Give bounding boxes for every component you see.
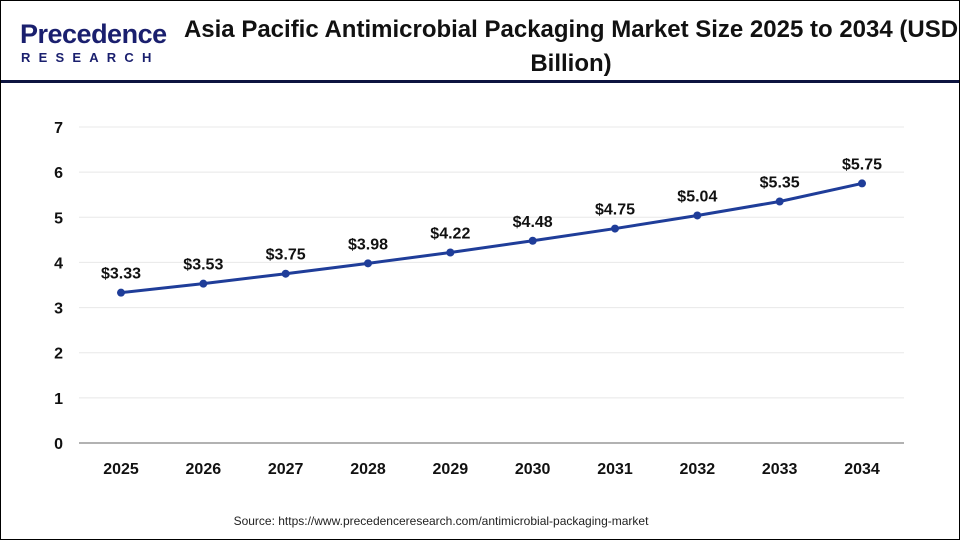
data-label: $5.04 (677, 188, 717, 205)
logo-text: Precedence (20, 19, 167, 49)
y-tick-label: 7 (54, 120, 63, 137)
data-point (693, 211, 702, 220)
y-tick-label: 6 (54, 165, 63, 182)
y-tick-label: 1 (54, 391, 63, 408)
x-tick-label: 2029 (433, 461, 469, 478)
data-label: $4.48 (513, 214, 553, 231)
data-point (117, 288, 125, 297)
data-point (446, 248, 455, 257)
data-point (611, 224, 619, 233)
source-note: Source: https://www.precedenceresearch.c… (233, 514, 649, 528)
x-tick-label: 2027 (268, 461, 304, 478)
x-tick-label: 2031 (597, 461, 633, 478)
logo-subtext: RESEARCH (21, 50, 160, 65)
header-divider (1, 80, 959, 83)
y-tick-label: 2 (54, 346, 63, 363)
data-label: $4.75 (595, 202, 635, 219)
data-label: $4.22 (430, 225, 470, 242)
x-tick-label: 2026 (186, 461, 222, 478)
chart-title: Asia Pacific Antimicrobial Packaging Mar… (183, 16, 959, 77)
data-label: $3.53 (183, 257, 223, 274)
data-point (775, 197, 784, 206)
x-tick-label: 2034 (844, 461, 880, 478)
x-tick-label: 2028 (350, 461, 386, 478)
data-point (199, 279, 208, 288)
y-tick-label: 5 (54, 210, 63, 227)
y-tick-label: 3 (54, 301, 63, 318)
data-point (858, 179, 866, 188)
x-tick-label: 2025 (103, 461, 139, 478)
data-label: $3.75 (266, 247, 306, 264)
data-point (364, 259, 372, 268)
series-line (120, 181, 863, 295)
precedence-research-logo: Precedence RESEARCH (17, 19, 167, 65)
data-point (281, 269, 290, 278)
x-tick-label: 2030 (515, 461, 551, 478)
data-label: $5.75 (842, 156, 882, 173)
data-point (528, 236, 537, 245)
data-label: $3.33 (101, 266, 141, 283)
data-label: $5.35 (760, 174, 800, 191)
x-tick-label: 2032 (680, 461, 716, 478)
y-tick-label: 4 (54, 255, 63, 272)
x-tick-label: 2033 (762, 461, 798, 478)
data-label: $3.98 (348, 236, 388, 253)
y-tick-label: 0 (54, 436, 63, 453)
